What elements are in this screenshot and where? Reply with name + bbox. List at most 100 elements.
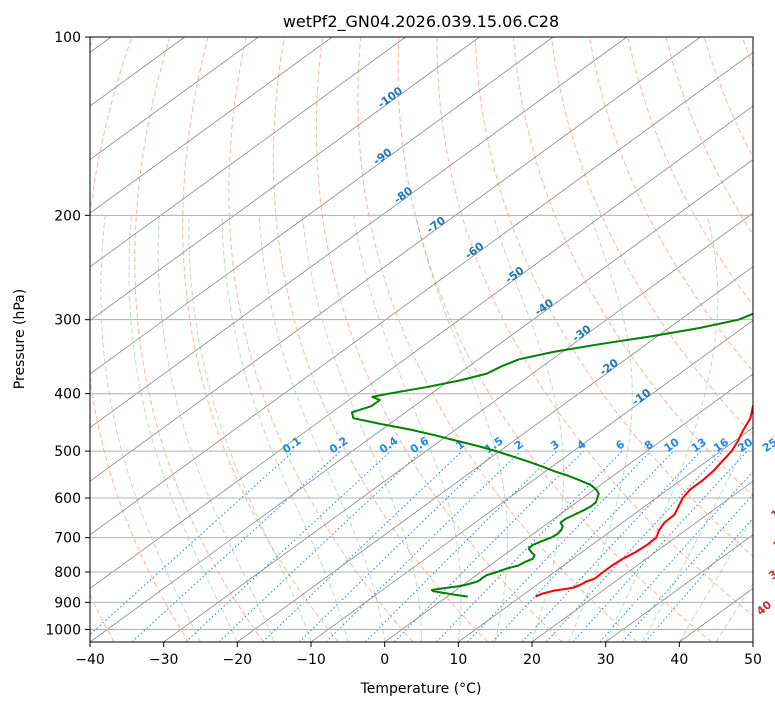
y-tick-label: 400 <box>54 387 81 403</box>
mixing-ratio-line <box>185 450 392 642</box>
mixing-ratio-label: 0.6 <box>408 434 432 456</box>
moist-adiabat-line <box>715 582 753 642</box>
isotherm-line <box>163 212 753 642</box>
isotherm-line <box>384 373 753 642</box>
isotherm-line <box>531 480 753 642</box>
y-tick-label: 900 <box>54 595 81 611</box>
mixing-ratio-line <box>467 450 652 642</box>
isotherm-line <box>90 37 701 482</box>
x-axis-ticks: −40 −30 −20 −10 0 10 20 30 40 50 <box>75 642 762 668</box>
mixing-ratio-label: 16 <box>711 435 731 455</box>
isotherm-line <box>90 37 554 375</box>
isotherm-line <box>90 105 753 589</box>
y-axis-label: Pressure (hPa) <box>12 289 28 389</box>
dry-adiabat-line <box>134 37 264 642</box>
mixing-ratio-label: 0.1 <box>280 434 303 456</box>
isotherm-label: -30 <box>570 322 594 344</box>
x-tick-label: 50 <box>744 652 762 668</box>
isotherm-line <box>310 319 753 642</box>
dry-adiabat-line <box>474 37 753 557</box>
moist-adiabat-line <box>258 215 386 642</box>
dry-adiabat-line <box>90 37 190 642</box>
x-tick-label: −30 <box>149 652 179 668</box>
dry-adiabat-line <box>627 37 753 306</box>
chart-title: wetPf2_GN04.2026.039.15.06.C28 <box>283 12 559 32</box>
isotherm-label: -50 <box>503 264 527 286</box>
dry-adiabat-line <box>90 37 115 642</box>
dry-adiabat-line <box>665 37 753 236</box>
x-tick-label: 20 <box>523 652 541 668</box>
isotherm-label: -10 <box>630 386 654 408</box>
dewpoint-profile-line <box>350 312 753 598</box>
y-tick-label: 700 <box>54 531 81 547</box>
moist-adiabat-line <box>188 215 312 642</box>
isotherm-label: -100 <box>375 84 405 111</box>
x-axis-label: Temperature (°C) <box>360 681 482 697</box>
isotherm-line <box>605 534 753 642</box>
moist-adiabat-label: 20 <box>771 532 775 552</box>
plot-frame <box>89 36 754 643</box>
isotherm-line <box>90 37 407 268</box>
isotherm-label: -70 <box>424 214 448 236</box>
isotherm-line <box>752 641 753 642</box>
mixing-ratio-line <box>436 450 623 642</box>
mixing-ratio-label: 6 <box>613 438 627 453</box>
mixing-ratio-line <box>364 450 558 642</box>
dry-adiabat-line <box>357 37 638 642</box>
mixing-ratio-label: 25 <box>760 436 775 455</box>
isotherm-label: -20 <box>597 356 621 378</box>
moist-adiabat-label: 10 <box>768 502 775 522</box>
isotherm-line <box>90 159 753 642</box>
temperature-profile-line <box>535 403 753 598</box>
moist-adiabat-line <box>128 215 238 642</box>
mixing-ratio-line <box>393 450 584 642</box>
mixing-ratio-line <box>90 450 295 636</box>
isotherm-line <box>90 37 259 161</box>
x-tick-label: 30 <box>597 652 615 668</box>
isotherm-label: -90 <box>371 145 395 167</box>
moist-adiabat-line <box>642 426 753 642</box>
moist-adiabat-line <box>353 215 462 642</box>
mixing-ratio-line <box>644 517 753 642</box>
x-tick-label: 40 <box>670 652 688 668</box>
isotherm-line <box>90 51 753 536</box>
y-tick-label: 600 <box>54 491 81 507</box>
moist-adiabat-label: 30 <box>766 562 775 582</box>
moist-adiabat-line <box>415 215 508 642</box>
isotherm-line <box>237 266 753 642</box>
x-tick-label: −40 <box>75 652 105 668</box>
mixing-ratio-label: 8 <box>642 438 656 453</box>
y-tick-label: 200 <box>54 208 81 224</box>
mixing-ratio-line <box>599 471 753 642</box>
y-tick-label: 800 <box>54 565 81 581</box>
moist-adiabat-label: 40 <box>754 598 774 618</box>
mixing-ratio-line <box>262 450 463 642</box>
series-lines <box>350 312 753 598</box>
isotherm-line <box>90 37 333 214</box>
moist-adiabat-line <box>492 215 565 642</box>
isotherm-label: -40 <box>532 296 556 318</box>
x-tick-label: 10 <box>449 652 467 668</box>
x-tick-label: −10 <box>296 652 326 668</box>
moist-adiabat-line <box>221 215 349 642</box>
moist-adiabat-line <box>157 215 275 642</box>
y-tick-label: 100 <box>54 30 81 46</box>
y-tick-label: 500 <box>54 444 81 460</box>
mixing-ratio-line <box>325 450 522 642</box>
mixing-ratio-label: 3 <box>548 438 562 453</box>
dry-adiabat-line <box>436 37 753 617</box>
mixing-ratio-line <box>298 450 497 642</box>
mixing-ratio-label: 13 <box>689 436 709 455</box>
mixing-ratio-line <box>131 450 342 642</box>
isotherm-line <box>90 37 628 429</box>
moist-adiabat-line <box>678 515 753 642</box>
dry-adiabat-line <box>550 37 753 436</box>
mixing-ratio-line <box>572 450 748 642</box>
dry-adiabat-line <box>228 37 414 642</box>
dry-adiabat-line <box>512 37 753 497</box>
dry-adiabat-line <box>272 37 488 642</box>
mixing-ratio-line <box>545 450 724 642</box>
isotherm-line <box>90 37 480 321</box>
dry-adiabat-line <box>397 37 713 642</box>
dry-adiabat-line <box>703 37 753 159</box>
